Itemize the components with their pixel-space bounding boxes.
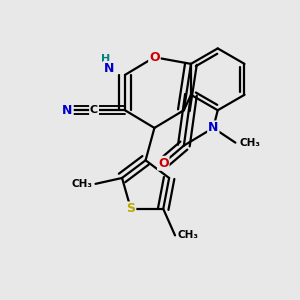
Text: CH₃: CH₃ xyxy=(72,179,93,189)
Text: N: N xyxy=(62,104,73,117)
Text: CH₃: CH₃ xyxy=(178,230,199,240)
Text: N: N xyxy=(208,122,218,134)
Text: S: S xyxy=(126,202,135,215)
Text: O: O xyxy=(149,51,160,64)
Text: O: O xyxy=(158,157,169,170)
Text: CH₃: CH₃ xyxy=(240,138,261,148)
Text: C: C xyxy=(90,105,98,115)
Text: H: H xyxy=(101,54,110,64)
Text: N: N xyxy=(103,62,114,75)
